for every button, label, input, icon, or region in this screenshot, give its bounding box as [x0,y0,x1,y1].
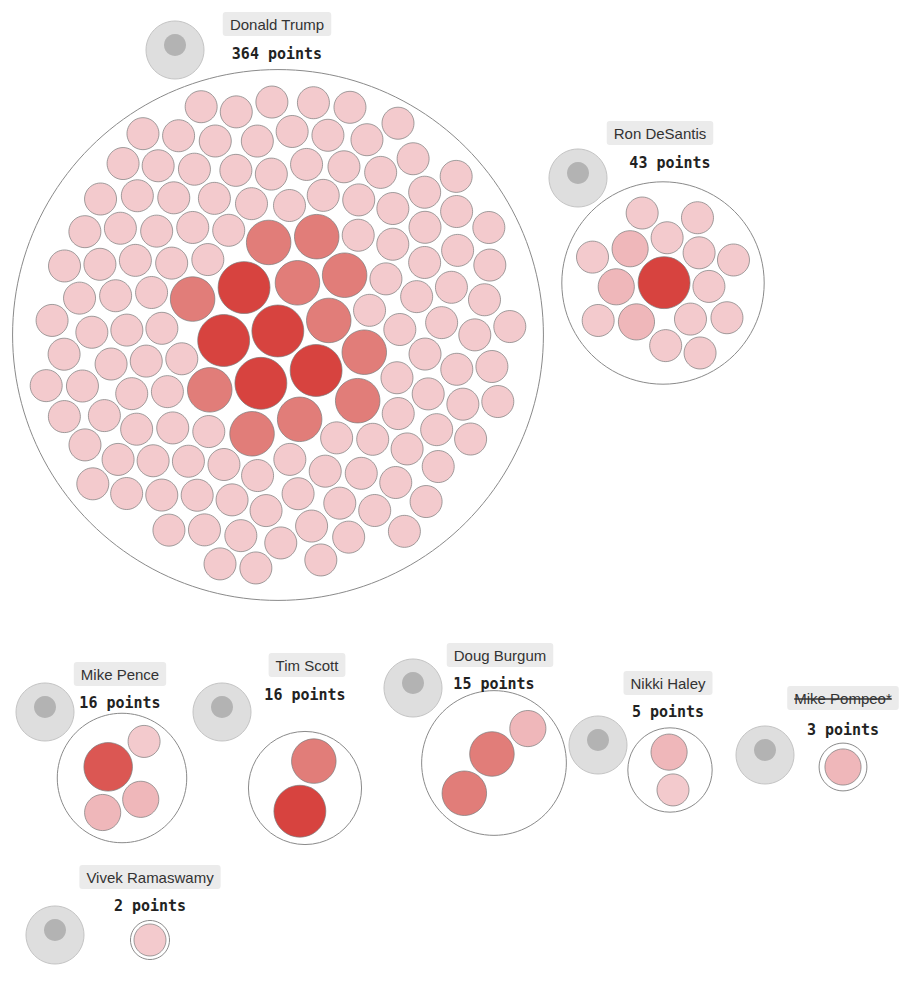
svg-text:43 points: 43 points [629,154,710,172]
svg-text:Tim Scott: Tim Scott [276,657,340,674]
svg-text:Donald Trump: Donald Trump [230,16,324,33]
svg-text:Ron DeSantis: Ron DeSantis [614,125,707,142]
svg-text:2 points: 2 points [114,897,186,915]
svg-text:Mike Pence: Mike Pence [81,666,159,683]
svg-text:16 points: 16 points [264,686,345,704]
svg-text:Nikki Haley: Nikki Haley [630,675,706,692]
svg-text:3 points: 3 points [807,721,879,739]
svg-text:5 points: 5 points [632,703,704,721]
svg-text:Mike Pompeo*: Mike Pompeo* [794,690,892,707]
svg-text:15 points: 15 points [453,675,534,693]
svg-text:364 points: 364 points [232,45,322,63]
svg-text:16 points: 16 points [79,694,160,712]
svg-text:Doug Burgum: Doug Burgum [454,647,547,664]
svg-text:Vivek Ramaswamy: Vivek Ramaswamy [86,869,214,886]
